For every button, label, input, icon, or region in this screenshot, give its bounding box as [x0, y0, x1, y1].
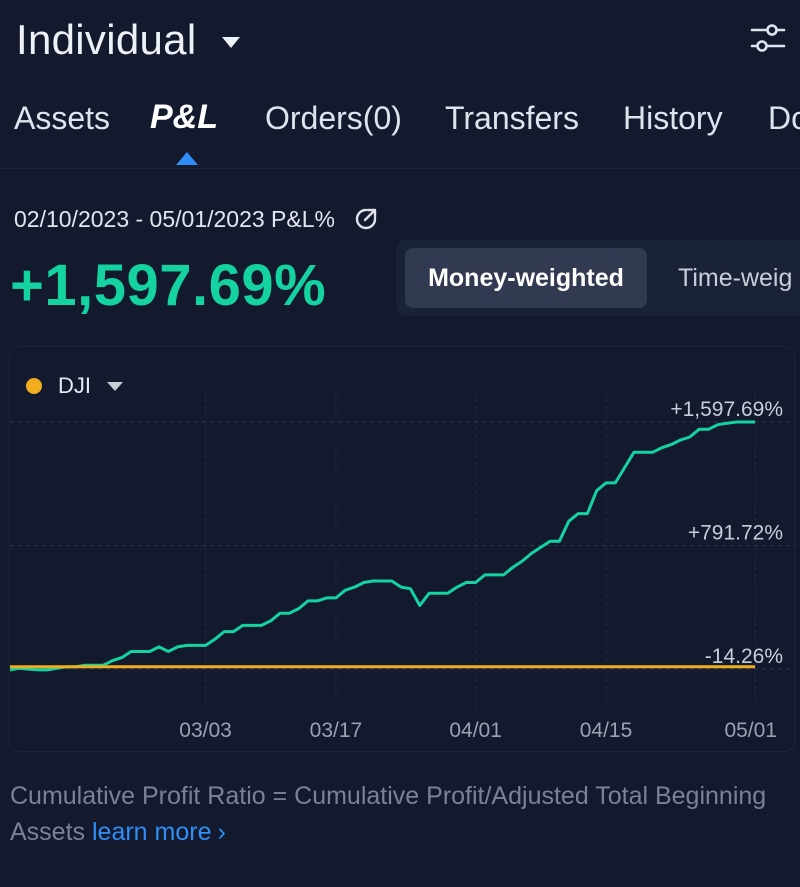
chart-svg: +1,597.69% +791.72% -14.26% 03/03 03/17 04/01… [10, 392, 796, 742]
return-method-toggle: Money-weighted Time-weig [396, 240, 800, 316]
x-tick-label: 04/01 [449, 719, 502, 742]
chevron-right-icon[interactable]: › [217, 818, 226, 846]
footnote-text: Cumulative Profit Ratio = Cumulative Pro… [10, 782, 767, 846]
x-tick-label: 05/01 [724, 719, 777, 742]
x-tick-label: 04/15 [580, 719, 633, 742]
sliders-icon[interactable] [748, 18, 788, 58]
tab-transfers[interactable]: Transfers [445, 100, 579, 136]
footnote: Cumulative Profit Ratio = Cumulative Pro… [10, 778, 790, 850]
header: Individual [0, 0, 800, 80]
money-weighted-option[interactable]: Money-weighted [405, 248, 647, 308]
caret-down-icon [107, 381, 123, 391]
tab-history[interactable]: History [623, 100, 723, 136]
portfolio-line [10, 420, 755, 672]
legend-dot [26, 378, 42, 394]
benchmark-selector[interactable]: DJI [26, 373, 123, 399]
y-tick-label: -14.26% [705, 645, 783, 668]
period-label: 02/10/2023 - 05/01/2023 P&L% [14, 205, 335, 232]
period-row: 02/10/2023 - 05/01/2023 P&L% [14, 202, 379, 236]
legend-label: DJI [58, 373, 91, 398]
account-selector[interactable]: Individual [16, 12, 241, 68]
caret-down-icon [222, 36, 241, 48]
tab-bar: Assets P&L Orders(0) Transfers History D… [0, 96, 800, 168]
time-weighted-option[interactable]: Time-weig [678, 263, 793, 292]
y-tick-label: +791.72% [688, 521, 783, 544]
learn-more-link[interactable]: learn more [91, 818, 212, 846]
x-tick-label: 03/17 [310, 719, 363, 742]
tab-orders[interactable]: Orders(0) [265, 100, 402, 136]
pnl-chart: +1,597.69% +791.72% -14.26% 03/03 03/17 04/01… [9, 346, 796, 752]
tab-assets[interactable]: Assets [14, 100, 111, 136]
account-name: Individual [16, 16, 197, 63]
tabs-divider [0, 168, 800, 169]
tab-documents[interactable]: Do [768, 100, 800, 136]
share-icon[interactable] [353, 206, 379, 232]
y-tick-label: +1,597.69% [670, 398, 783, 421]
active-tab-indicator [176, 152, 198, 165]
pnl-percentage: +1,597.69% [10, 253, 327, 318]
tab-pnl[interactable]: P&L [150, 98, 218, 136]
x-tick-label: 03/03 [179, 719, 232, 742]
